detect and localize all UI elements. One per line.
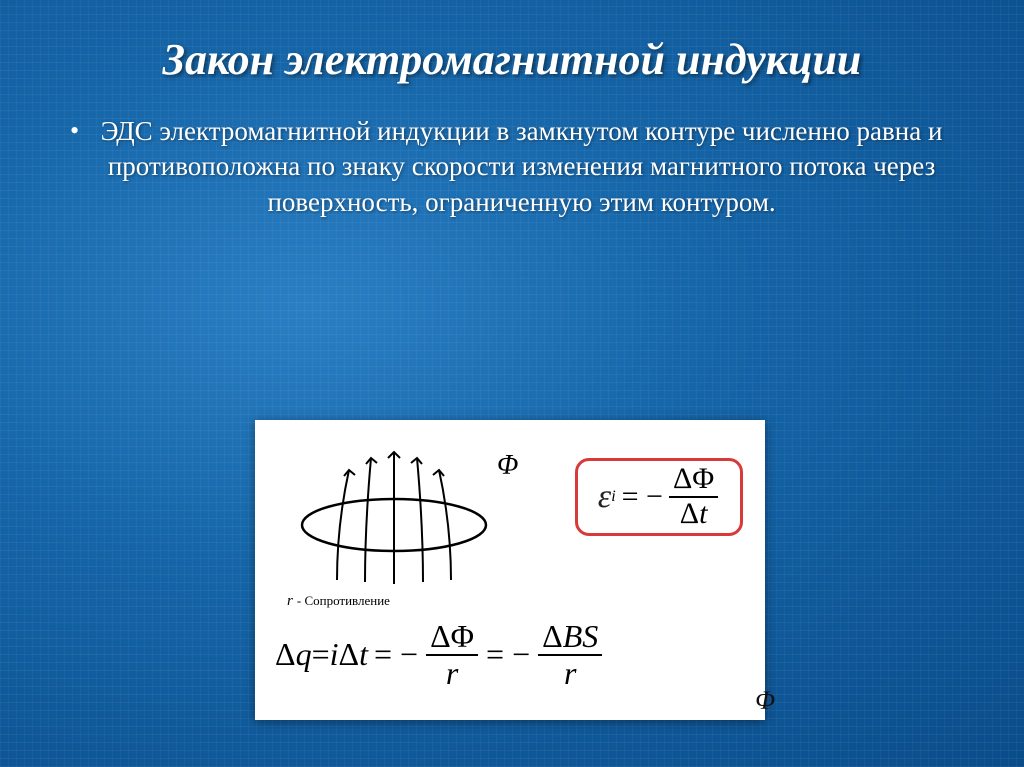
slide-title: Закон электромагнитной индукции <box>60 35 964 86</box>
charge-equation: Δq = i Δt = − ΔΦ r = − ΔBS r <box>275 620 604 689</box>
emf-fraction: ΔΦ Δt <box>669 464 718 529</box>
emf-formula-box: εi = − ΔΦ Δt <box>575 458 743 536</box>
eq-frac1-den: r <box>446 656 458 690</box>
epsilon-sub: i <box>611 488 615 506</box>
eq-i: i <box>330 636 339 673</box>
eq-dt: Δt <box>339 636 368 673</box>
eq-frac2: ΔBS r <box>538 620 602 689</box>
epsilon-sym: ε <box>598 478 611 516</box>
emf-den: Δt <box>680 498 708 530</box>
phi-symbol: Φ <box>497 450 518 482</box>
eq-eq2: = − <box>374 636 418 673</box>
physics-figure: Φ r- Сопротивление εi = − ΔΦ Δt Δq = i Δ… <box>255 420 765 720</box>
eq-eq1: = <box>312 636 330 673</box>
bullet-block: • ЭДС электромагнитной индукции в замкну… <box>60 114 964 221</box>
slide: Закон электромагнитной индукции • ЭДС эл… <box>0 0 1024 767</box>
resistance-text: Сопротивление <box>304 593 390 608</box>
resistance-dash: - <box>297 593 301 608</box>
corner-phi: Φ <box>755 686 775 716</box>
slide-body: ЭДС электромагнитной индукции в замкнуто… <box>89 114 954 221</box>
eq-frac1: ΔΦ r <box>426 620 478 689</box>
flux-loop-diagram <box>279 430 509 590</box>
eq-eq3: = − <box>486 636 530 673</box>
emf-eq: = − <box>622 480 663 514</box>
eq-frac1-num: ΔΦ <box>426 620 478 656</box>
resistance-sym: r <box>287 593 293 609</box>
eq-dq: Δq <box>275 636 312 673</box>
emf-num: ΔΦ <box>669 464 718 498</box>
eq-frac2-num: ΔBS <box>538 620 602 656</box>
resistance-note: r- Сопротивление <box>287 593 390 610</box>
eq-frac2-den: r <box>564 656 576 690</box>
bullet-marker: • <box>70 118 79 144</box>
